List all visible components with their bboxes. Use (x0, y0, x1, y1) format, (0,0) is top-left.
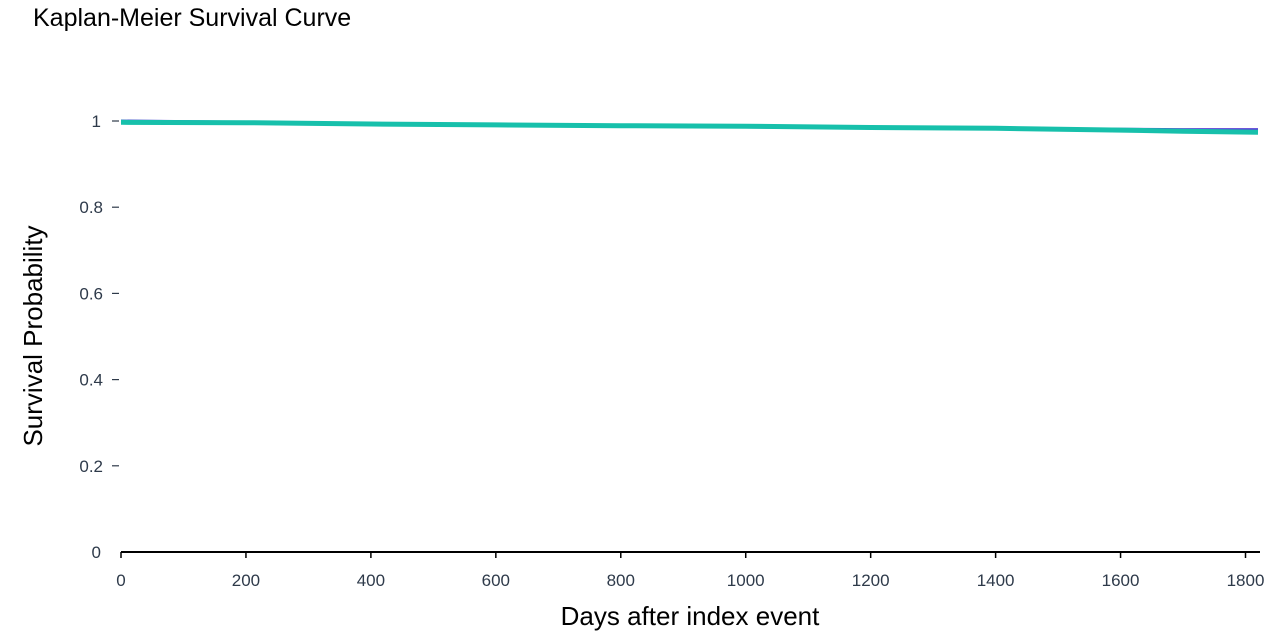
y-tick-label: 0.4 (79, 371, 103, 390)
x-axis-label: Days after index event (561, 601, 820, 631)
chart-title: Kaplan-Meier Survival Curve (33, 4, 352, 32)
x-tick-label: 400 (357, 571, 385, 590)
x-tick-label: 200 (232, 571, 260, 590)
x-tick-label: 1400 (977, 571, 1015, 590)
x-tick-label: 0 (116, 571, 125, 590)
series-line-2 (120, 119, 1259, 135)
x-tick-label: 800 (607, 571, 635, 590)
x-tick-label: 1000 (727, 571, 765, 590)
y-tick-label: 0.6 (79, 284, 103, 303)
x-tick-label: 1800 (1227, 571, 1265, 590)
x-tick-label: 600 (482, 571, 510, 590)
y-tick-label: 0.2 (79, 457, 103, 476)
y-tick-label: 0 (92, 543, 101, 562)
x-tick-label: 1200 (852, 571, 890, 590)
x-tick-label: 1600 (1102, 571, 1140, 590)
y-tick-label: 0.8 (79, 198, 103, 217)
y-tick-label: 1 (92, 112, 101, 131)
y-axis-label: Survival Probability (18, 225, 48, 446)
